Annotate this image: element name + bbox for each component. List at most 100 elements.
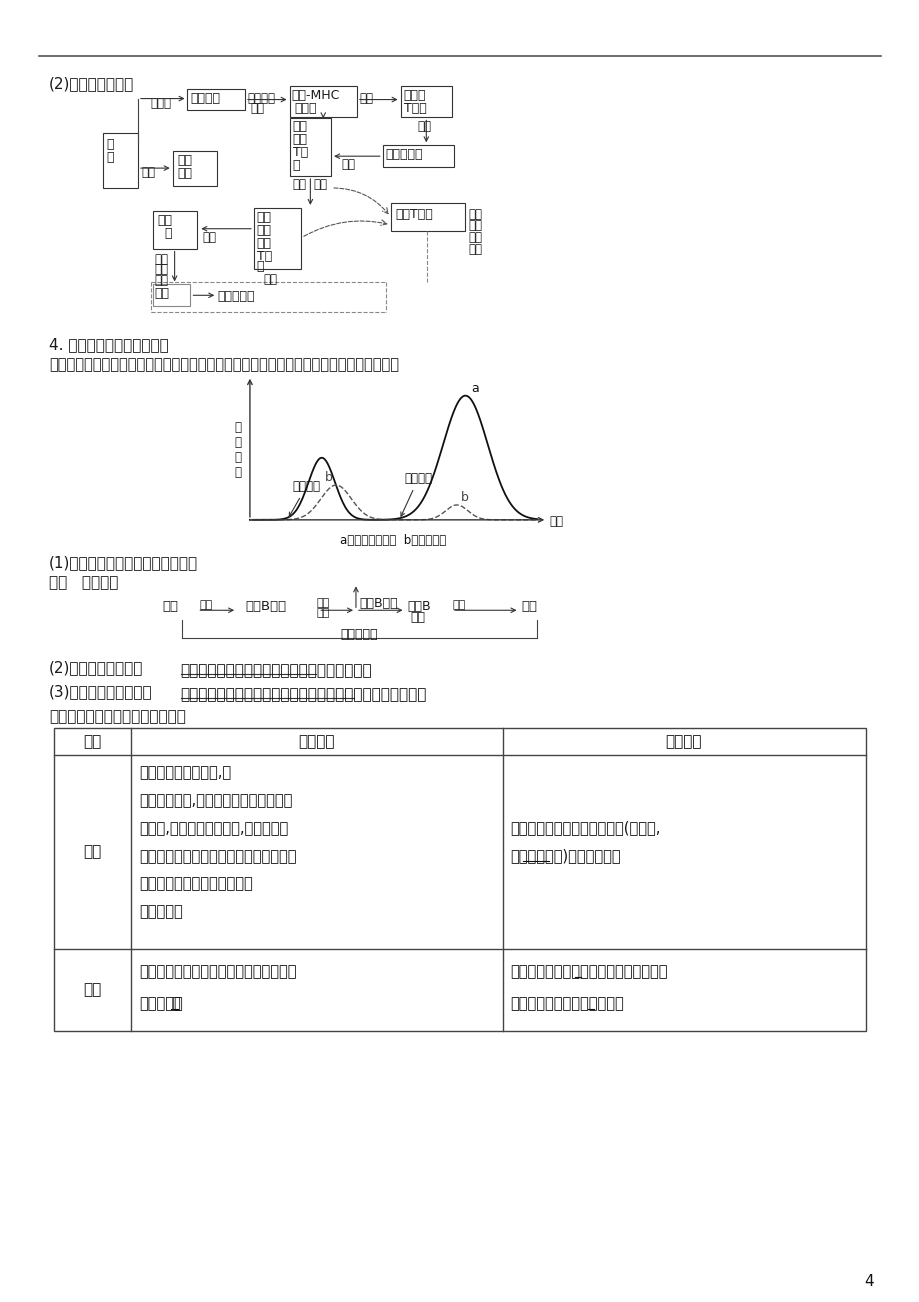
Text: 呈递: 呈递 — [250, 102, 264, 115]
Text: T细: T细 — [256, 250, 272, 263]
Text: 分化: 分化 — [313, 178, 327, 191]
Text: 长: 长 — [171, 996, 180, 1010]
Text: 识别: 识别 — [202, 230, 216, 243]
Text: 细胞: 细胞 — [410, 611, 425, 624]
Text: 即含抗体血清)而获得免疫力: 即含抗体血清)而获得免疫力 — [510, 848, 620, 863]
Text: (2)细胞免疫的过程: (2)细胞免疫的过程 — [49, 76, 134, 91]
Bar — [153, 284, 190, 306]
Text: 概念: 概念 — [83, 844, 101, 859]
Bar — [289, 86, 357, 117]
Text: 记忆B细胞: 记忆B细胞 — [358, 598, 397, 611]
Text: 初次免疫应答,而使机体在真正被病原体: 初次免疫应答,而使机体在真正被病原体 — [139, 793, 292, 809]
Text: 制于萌芽阶段。可以通过两次或多次接种: 制于萌芽阶段。可以通过两次或多次接种 — [139, 849, 296, 863]
Text: 记忆B细胞: 记忆B细胞 — [244, 600, 286, 613]
Text: 4. 记忆细胞与二次免疫应答: 4. 记忆细胞与二次免疫应答 — [49, 337, 168, 352]
Text: 分裂: 分裂 — [292, 178, 306, 191]
Text: 辅助性: 辅助性 — [403, 89, 425, 102]
Text: 促进: 促进 — [341, 158, 355, 171]
Text: 结合: 结合 — [141, 167, 154, 180]
Text: 裂解: 裂解 — [154, 253, 168, 266]
Bar — [400, 86, 451, 117]
Text: 初次免疫: 初次免疫 — [289, 480, 320, 517]
Text: 被吞噬: 被吞噬 — [151, 96, 172, 109]
Text: 再次: 再次 — [468, 230, 482, 243]
Text: 原: 原 — [106, 151, 114, 164]
Text: 三、主动免疫与被动免疫（加试）: 三、主动免疫与被动免疫（加试） — [49, 710, 186, 725]
Text: 宿主: 宿主 — [177, 154, 192, 167]
Text: (3)二次免疫应答特点：: (3)二次免疫应答特点： — [49, 684, 153, 699]
Text: 释放: 释放 — [154, 275, 168, 288]
Text: (2)记忆细胞的特点：: (2)记忆细胞的特点： — [49, 660, 143, 674]
Text: 疫苗的方法使机体产生更多的: 疫苗的方法使机体产生更多的 — [139, 876, 253, 892]
Text: 刺激: 刺激 — [199, 600, 212, 611]
Text: 产生抗体较慢，所以要提前注射疫苗，但: 产生抗体较慢，所以要提前注射疫苗，但 — [139, 963, 296, 979]
Bar — [254, 208, 301, 270]
Text: 毒性: 毒性 — [292, 133, 307, 146]
Text: 特异性结合: 特异性结合 — [340, 628, 378, 641]
Text: 利用二次免疫的特点,用: 利用二次免疫的特点,用 — [139, 766, 231, 780]
Text: 4: 4 — [864, 1273, 873, 1289]
Text: 增殖: 增殖 — [316, 599, 329, 608]
Text: 项目: 项目 — [83, 734, 101, 749]
Text: 分化: 分化 — [264, 273, 278, 286]
Text: 答案   如图所示: 答案 如图所示 — [49, 575, 118, 591]
Text: 多种蛋白质: 多种蛋白质 — [385, 148, 423, 161]
Bar — [391, 203, 464, 230]
Text: 抗原: 抗原 — [163, 600, 178, 613]
Text: 胞: 胞 — [165, 227, 172, 240]
Bar — [153, 211, 198, 249]
Text: 抗原: 抗原 — [154, 288, 170, 301]
Bar — [53, 728, 866, 1031]
Bar — [187, 89, 244, 111]
Text: 抗: 抗 — [106, 138, 114, 151]
Text: 细胞: 细胞 — [177, 167, 192, 180]
Text: 主动免疫: 主动免疫 — [298, 734, 335, 749]
Text: 相同: 相同 — [468, 208, 482, 221]
Text: T细胞: T细胞 — [403, 102, 425, 115]
Text: 特点: 特点 — [83, 982, 101, 997]
Text: 分泌: 分泌 — [417, 120, 431, 133]
Text: 侵入时,启动二次免疫过程,将病原体遏: 侵入时,启动二次免疫过程,将病原体遏 — [139, 820, 288, 836]
Text: 巨噬细胞: 巨噬细胞 — [190, 91, 221, 104]
Text: 分化: 分化 — [316, 608, 329, 618]
Text: 抗原处理: 抗原处理 — [246, 91, 275, 104]
Text: 复合体: 复合体 — [294, 102, 317, 115]
Bar — [289, 118, 331, 176]
Text: 抗体: 抗体 — [521, 600, 537, 613]
Text: 迅速增殖分化、寿命长、对相应抗原十分敏感。: 迅速增殖分化、寿命长、对相应抗原十分敏感。 — [180, 663, 372, 678]
Text: 胞: 胞 — [256, 259, 264, 272]
Text: 抗原-MHC: 抗原-MHC — [291, 89, 339, 102]
Text: 二次免疫: 二次免疫 — [401, 473, 432, 516]
Text: 反应快、反应强烈，能在抗原入侵但尚未患病之前将其消灭。: 反应快、反应强烈，能在抗原入侵但尚未患病之前将其消灭。 — [180, 686, 426, 702]
Text: 维持时间较: 维持时间较 — [139, 996, 183, 1010]
Text: 细胞: 细胞 — [256, 224, 271, 237]
Bar — [382, 146, 454, 167]
Text: 初次免疫应答和二次免疫应答过程中，抗体浓度变化和患病程度如图，据图回答相关问题：: 初次免疫应答和二次免疫应答过程中，抗体浓度变化和患病程度如图，据图回答相关问题： — [49, 357, 398, 372]
Text: 分泌: 分泌 — [451, 600, 465, 611]
Text: 被抗体消灭: 被抗体消灭 — [217, 290, 255, 303]
Text: 记忆T细胞: 记忆T细胞 — [395, 208, 433, 221]
Text: T细: T细 — [292, 146, 308, 159]
Text: 效应: 效应 — [256, 211, 271, 224]
Text: (1)写出二次免疫应答的过程图解。: (1)写出二次免疫应答的过程图解。 — [49, 556, 198, 570]
Text: 抗
体
浓
度: 抗 体 浓 度 — [234, 422, 242, 479]
Text: b: b — [460, 491, 468, 504]
Text: 和效应细胞: 和效应细胞 — [139, 905, 183, 919]
Text: 效应B: 效应B — [407, 600, 431, 613]
Text: 被动免疫: 被动免疫 — [665, 734, 701, 749]
Bar — [103, 133, 138, 187]
Text: 靶细: 靶细 — [157, 214, 173, 227]
Text: 与主动免疫相比，效应快，一经输入立即: 与主动免疫相比，效应快，一经输入立即 — [510, 963, 667, 979]
Text: b: b — [324, 471, 332, 484]
Text: a: a — [471, 381, 479, 395]
Text: 毒性: 毒性 — [256, 237, 271, 250]
Text: 活化: 活化 — [358, 91, 372, 104]
Text: 刺激: 刺激 — [468, 242, 482, 255]
Text: 可获得免疫力，但维持时间短: 可获得免疫力，但维持时间短 — [510, 996, 624, 1010]
Text: a为抗体浓度变化  b为患病程度: a为抗体浓度变化 b为患病程度 — [340, 534, 447, 547]
Text: 细胞: 细胞 — [292, 120, 307, 133]
Text: 抗原: 抗原 — [468, 219, 482, 232]
Text: 通过接种针对某病原体的抗体(抗血清,: 通过接种针对某病原体的抗体(抗血清, — [510, 820, 660, 835]
Text: 死亡: 死亡 — [154, 263, 168, 276]
Bar — [173, 151, 217, 186]
